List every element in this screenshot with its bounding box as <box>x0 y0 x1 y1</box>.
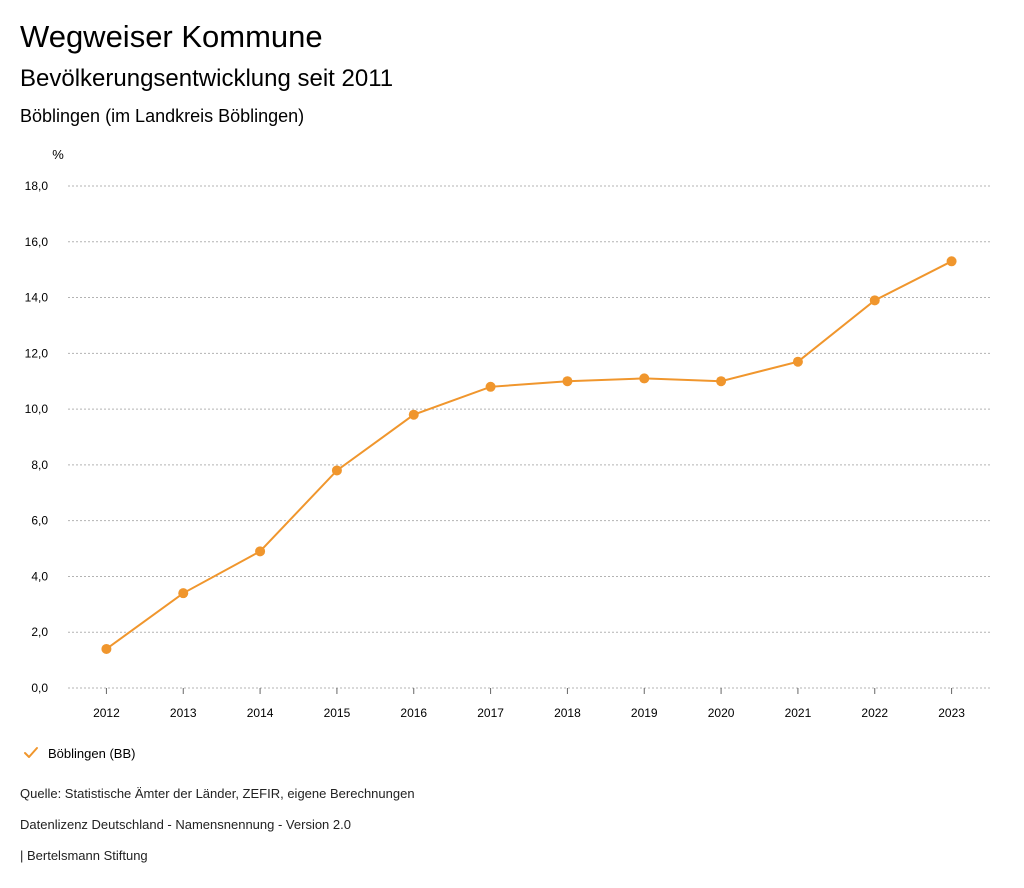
y-tick-label: 2,0 <box>31 625 48 639</box>
data-point[interactable] <box>869 295 880 306</box>
chart-subtitle: Bevölkerungsentwicklung seit 2011 <box>20 65 394 92</box>
x-tick-label: 2015 <box>324 706 351 720</box>
x-tick-label: 2017 <box>477 706 504 720</box>
grid-lines <box>68 185 990 689</box>
x-tick-label: 2012 <box>93 706 120 720</box>
legend-label: Böblingen (BB) <box>48 745 136 761</box>
data-point[interactable] <box>255 546 266 557</box>
series-bbl <box>101 256 957 654</box>
data-point[interactable] <box>408 409 419 420</box>
data-point[interactable] <box>946 256 957 267</box>
x-tick-label: 2022 <box>861 706 888 720</box>
y-tick-label: 4,0 <box>31 569 48 583</box>
x-tick-label: 2013 <box>170 706 197 720</box>
region-label: Böblingen (im Landkreis Böblingen) <box>20 106 305 126</box>
x-tick-label: 2021 <box>785 706 812 720</box>
y-axis-ticks: 0,0 2,0 4,0 6,0 8,0 10,0 12,0 14,0 16,0 18,0 <box>25 179 49 695</box>
data-point[interactable] <box>485 381 496 392</box>
x-tick-label: 2018 <box>554 706 581 720</box>
x-tick-label: 2014 <box>247 706 274 720</box>
x-tick-label: 2023 <box>938 706 965 720</box>
y-tick-label: 14,0 <box>25 291 49 305</box>
data-point[interactable] <box>331 465 342 476</box>
x-axis: 2012 2013 2014 2015 2016 2017 2018 2019 2020 2021… <box>93 688 965 720</box>
line-chart: % 0,0 2,0 4,0 6,0 8,0 10,0 12,0 14,0 16,0 18,0 20… <box>25 147 990 720</box>
y-axis-unit: % <box>52 147 64 162</box>
y-tick-label: 12,0 <box>25 346 49 360</box>
data-point[interactable] <box>101 643 112 654</box>
page-title: Wegweiser Kommune <box>20 19 323 54</box>
data-point[interactable] <box>178 588 189 599</box>
y-tick-label: 0,0 <box>31 681 48 695</box>
y-tick-label: 18,0 <box>25 179 49 193</box>
data-point[interactable] <box>716 376 727 387</box>
y-tick-label: 6,0 <box>31 514 48 528</box>
legend[interactable]: Böblingen (BB) <box>22 744 135 762</box>
y-tick-label: 16,0 <box>25 235 49 249</box>
license-note: Datenlizenz Deutschland - Namensnennung … <box>20 817 351 832</box>
y-tick-label: 10,0 <box>25 402 49 416</box>
y-tick-label: 8,0 <box>31 458 48 472</box>
x-tick-label: 2020 <box>708 706 735 720</box>
data-point[interactable] <box>639 373 650 384</box>
x-tick-label: 2019 <box>631 706 658 720</box>
publisher-note: | Bertelsmann Stiftung <box>20 848 148 863</box>
series-line <box>105 260 953 650</box>
data-point[interactable] <box>792 356 803 367</box>
data-point[interactable] <box>562 376 573 387</box>
check-icon <box>24 747 38 758</box>
source-note: Quelle: Statistische Ämter der Länder, Z… <box>20 786 415 801</box>
x-tick-label: 2016 <box>400 706 427 720</box>
